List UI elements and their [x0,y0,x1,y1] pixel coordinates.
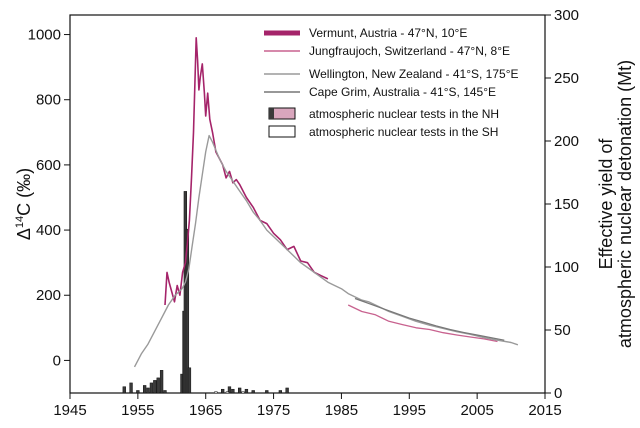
sh_tests-bar [241,391,245,394]
wellington-legend-label: Wellington, New Zealand - 41°S, 175°E [309,67,519,81]
x-tick-label: 1955 [121,402,154,419]
nh_tests-bar [153,380,157,394]
nh_tests-bar [122,386,126,394]
x-tick-label: 1965 [189,402,222,419]
x-tick-label: 1945 [53,402,86,419]
x-tick-label: 1985 [325,402,358,419]
y-tick-label: 800 [36,92,61,109]
sh_tests-bar [214,391,218,394]
sh_tests-bar [225,391,230,394]
nh_tests-bar [278,390,283,394]
x-tick-label: 1975 [257,402,290,419]
nh_tests-bar [285,387,289,394]
vermunt-line [164,36,329,306]
nh_tests-bar [156,377,160,394]
nh_tests-bar [159,370,164,394]
nh_tests-legend-label: atmospheric nuclear tests in the NH [309,107,499,121]
x-tick-label: 1995 [393,402,426,419]
y2-tick-label: 250 [554,70,579,87]
y-axis-title: Δ14C (‰) [14,168,34,240]
axes-layer: 1945 1955 1965 1975 1985 1995 2005 201502004006… [28,7,579,419]
legend: Vermunt, Austria - 47°N, 10°E Jungfraujoc… [264,26,519,139]
vermunt-legend-label: Vermunt, Austria - 47°N, 10°E [309,26,467,40]
y2-tick-label: 50 [554,322,571,339]
wellington-line [133,134,519,368]
y-tick-label: 600 [36,157,61,174]
cape_grim-line [354,297,505,341]
nh_tests-bar [146,387,150,394]
x-tick-label: 2015 [528,402,561,419]
nh_tests-bar [231,388,235,394]
y-axis-title-rest: C (‰) [14,168,34,216]
nh_tests-bar [136,390,140,394]
nh_tests-bar [244,388,249,394]
nh-tests-legend-swatch-shade [269,108,274,119]
y-tick-label: 0 [53,352,61,369]
y-axis-title-base: Δ [14,228,34,240]
nh_tests-bar [187,367,192,394]
y-tick-label: 200 [36,287,61,304]
y-axis-title-sup: 14 [14,216,26,228]
y-tick-label: 1000 [28,27,61,44]
nh_tests-bar [227,386,232,394]
jungfraujoch-line [347,304,498,343]
nh_tests-bar [129,382,133,394]
nh_tests-bar [237,387,242,394]
nh_tests-bar [149,382,154,394]
nh_tests-bar [142,385,147,394]
y2-tick-label: 0 [554,385,562,402]
y2-axis-title-line-1: Effective yield of [596,138,616,270]
nh_tests-bar [265,390,269,394]
x-tick-label: 2005 [460,402,493,419]
sh_tests-legend-label: atmospheric nuclear tests in the SH [309,125,498,139]
y2-tick-label: 100 [554,259,579,276]
y2-tick-label: 300 [554,7,579,24]
nh_tests-bar [185,228,190,394]
sh_tests-legend-swatch [268,125,296,138]
nh_tests-bar [163,390,167,394]
cape_grim-legend-label: Cape Grim, Australia - 41°S, 145°E [309,85,496,99]
y2-tick-label: 150 [554,196,579,213]
y-tick-label: 400 [36,222,61,239]
lines-layer [133,36,519,368]
nh_tests-bar [251,390,255,394]
jungfraujoch-legend-label: Jungfraujoch, Switzerland - 47°N, 8°E [309,44,510,58]
nh_tests-bar [221,388,225,394]
y2-axis-title-line-2: atmospheric nuclear detonation (Mt) [615,60,635,348]
y2-tick-label: 200 [554,133,579,150]
bars-layer [122,191,289,394]
